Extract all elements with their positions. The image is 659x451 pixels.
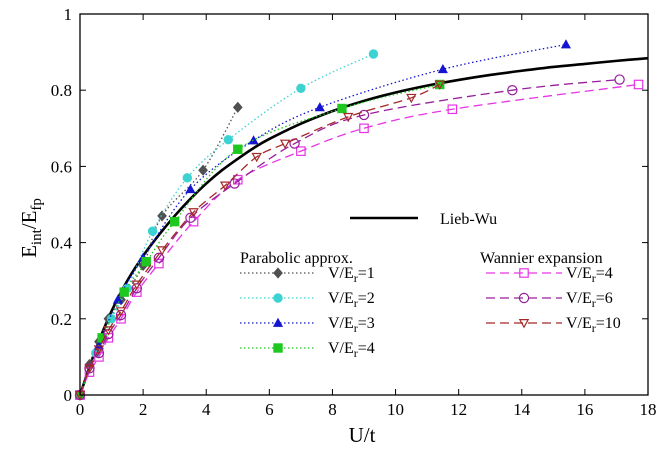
wannier-series-3-point (406, 93, 417, 104)
y-axis-title-mid: /E (17, 211, 41, 230)
wannier-series-2-point (115, 309, 127, 321)
wannier-series-1-line (79, 83, 639, 396)
parabolic-series-4-point (337, 103, 347, 114)
wannier-series-2-point (131, 283, 142, 294)
axes: 0 2 4 6 8 10 12 14 16 18 0 0.2 0.4 0.6 0.8 1 (51, 5, 657, 419)
legend-series-marker (518, 292, 530, 304)
wannier-series-2-point (229, 178, 240, 189)
wannier-series-1-point (296, 146, 306, 156)
y-axis-title-sub2: fp (29, 198, 45, 211)
parabolic-series-3-line (79, 43, 567, 396)
y-axis-title-sub1: int (29, 228, 45, 245)
parabolic-series-2-point (368, 49, 379, 59)
wannier-series-1-point (154, 258, 164, 269)
wannier-series-3-point (343, 112, 354, 123)
legend-series-marker (273, 267, 283, 279)
wannier-series-3-line (79, 83, 441, 396)
parabolic-series-3-point (248, 135, 259, 145)
parabolic-series-2-point (223, 135, 234, 145)
parabolic-series-2-point (147, 226, 158, 236)
wannier-series-3-point (115, 307, 127, 317)
wannier-series-3-point (103, 326, 114, 336)
legend-series-label: V/Er=2 (328, 290, 375, 310)
parabolic-series-4-point (169, 216, 180, 227)
wannier-series-3-point (131, 280, 143, 290)
wannier-series-2-point (358, 109, 370, 121)
y-tick-label: 0 (64, 386, 73, 405)
parabolic-series-1-point (232, 101, 243, 113)
y-tick-label: 0.6 (51, 157, 72, 176)
legend-lieb-wu-label: Lieb-Wu (440, 211, 497, 228)
y-tick-label: 0.8 (51, 81, 72, 100)
x-tick-label: 8 (328, 400, 337, 419)
legend-series-marker (272, 317, 284, 327)
wannier-series-1-point (633, 79, 644, 90)
x-tick-label: 2 (139, 400, 148, 419)
wannier-series-3-point (84, 364, 95, 374)
y-axis-title: Eint/Efp (17, 198, 45, 258)
parabolic-series-4-point (233, 144, 243, 154)
wannier-series-3-point (156, 246, 168, 256)
legend-series-label: V/Er=3 (328, 315, 375, 335)
x-tick-label: 18 (640, 400, 657, 419)
x-tick-label: 6 (265, 400, 274, 419)
wannier-series-3-point (93, 345, 105, 355)
plot-frame (79, 13, 649, 396)
wannier-series-2-point (153, 252, 165, 264)
parabolic-series-1-point (157, 210, 167, 222)
y-axis-title-main: E (17, 245, 41, 258)
parabolic-series-4-point (119, 287, 129, 297)
legend-series-marker (518, 319, 530, 329)
wannier-series-2-point (185, 212, 196, 224)
x-tick-label: 12 (450, 400, 467, 419)
legend-series-marker (273, 293, 283, 303)
wannier-series-3-point (434, 80, 445, 90)
legend-group-title: Wannier expansion (480, 250, 603, 267)
x-tick-label: 10 (387, 400, 404, 419)
x-tick-label: 0 (76, 400, 85, 419)
wannier-series-1-point (359, 123, 369, 134)
y-tick-label: 1 (64, 5, 73, 24)
wannier-series-2-point (507, 84, 518, 96)
legend-series-label: V/Er=6 (566, 290, 613, 310)
parabolic-series-3-point (314, 102, 325, 112)
legend-series-label: V/Er=4 (328, 340, 375, 360)
wannier-series-3-point (219, 181, 231, 191)
wannier-series-3-point (188, 208, 199, 218)
wannier-series-3-point (251, 152, 262, 163)
legend-series-label: V/Er=10 (566, 315, 621, 335)
wannier-series-1-point (232, 174, 243, 185)
legend-group-title: Parabolic approx. (240, 250, 353, 267)
y-tick-label: 0.2 (51, 310, 72, 329)
parabolic-series-4-point (141, 256, 151, 267)
parabolic-series-3-point (185, 184, 196, 194)
legend-series-marker (519, 268, 529, 278)
x-axis-title: U/t (349, 423, 376, 447)
wannier-series-3-point (279, 139, 291, 149)
legend-series-marker (273, 343, 283, 353)
y-tick-label: 0.4 (51, 234, 73, 253)
legend: Lieb-Wu Parabolic approx.V/Er=1 V/Er=2 V/Er… (240, 211, 621, 360)
legend-series-label: V/Er=1 (328, 265, 375, 285)
wannier-series-2-point (614, 74, 625, 85)
legend-series-label: V/Er=4 (566, 265, 613, 285)
x-tick-label: 4 (202, 400, 211, 419)
parabolic-series-2-point (182, 173, 192, 183)
parabolic-series-1-point (198, 164, 208, 176)
x-tick-label: 14 (513, 400, 531, 419)
parabolic-series-3-point (560, 39, 572, 49)
parabolic-series-3-point (437, 64, 448, 74)
parabolic-series-2-point (296, 83, 306, 93)
wannier-series-1-point (447, 104, 458, 115)
parabolic-series-3-point (112, 294, 123, 304)
x-tick-label: 16 (576, 400, 593, 419)
